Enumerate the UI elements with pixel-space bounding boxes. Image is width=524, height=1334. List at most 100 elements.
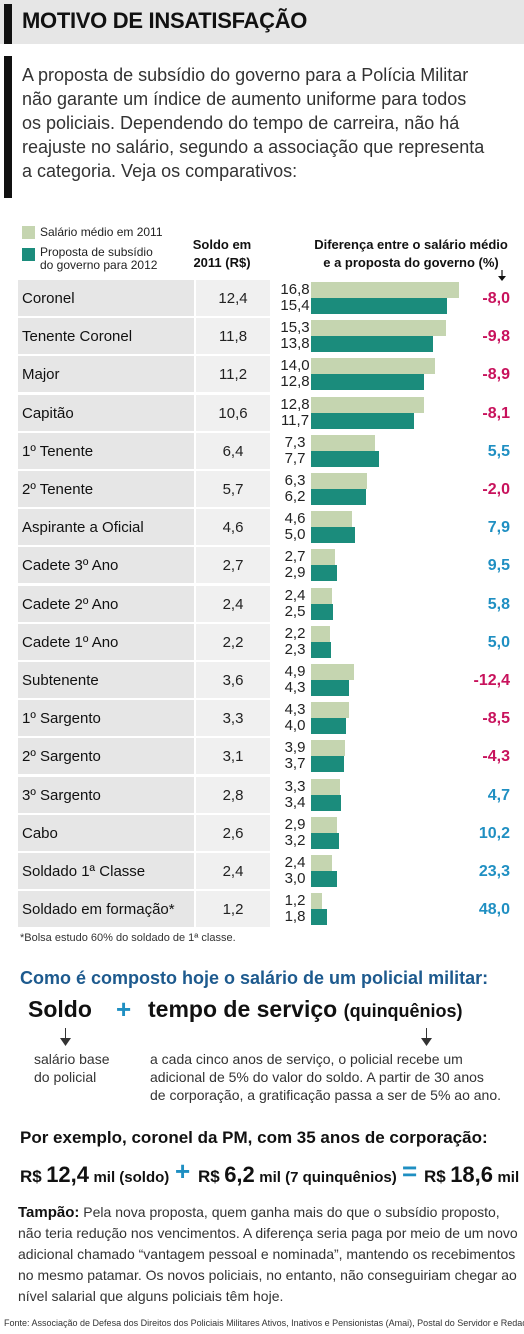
legend-swatch-2012	[22, 248, 35, 261]
row-proposal-2012-label: 7,7	[284, 449, 306, 467]
column-header-difference: Diferença entre o salário médio e a prop…	[300, 236, 522, 272]
soldo-value: 12,4	[46, 1162, 90, 1187]
row-label-background	[18, 738, 194, 775]
bar-salary-2011	[311, 740, 346, 757]
row-soldo-value: 12,4	[218, 290, 248, 307]
row-soldo-background	[196, 662, 270, 698]
row-label: Cadete 1º Ano	[22, 633, 119, 651]
example-quinquenios: R$ 6,2 mil (7 quinquênios)	[198, 1162, 397, 1188]
tempo-term: tempo de serviço (quinquênios)	[148, 996, 463, 1023]
row-soldo-value: 2,8	[222, 786, 244, 804]
plus-icon: +	[116, 994, 132, 1024]
soldo-description-line2: do policial	[34, 1069, 97, 1085]
legend-label-2011: Salário médio em 2011	[40, 225, 163, 239]
tempo-description-line3: de corporação, a gratificação passa a se…	[150, 1087, 501, 1103]
tempo-description-line2: adicional de 5% do valor do soldo. A par…	[150, 1069, 484, 1085]
row-soldo-value: 2,4	[222, 595, 244, 613]
row-soldo-background	[196, 738, 270, 775]
row-label-background	[18, 356, 194, 393]
bar-proposal-2012	[311, 603, 334, 620]
row-difference: -8,9	[482, 366, 510, 384]
bar-proposal-2012	[311, 641, 332, 658]
row-difference: -8,0	[482, 290, 510, 307]
intro-accent-bar	[4, 56, 12, 198]
table-row: Aspirante a Oficial 4,6 4,6 5,0 7,9	[18, 509, 518, 546]
row-label: 1º Tenente	[22, 442, 94, 460]
row-soldo-background	[196, 318, 270, 355]
row-salary-2011-label: 2,4	[284, 586, 306, 604]
row-soldo-value: 3,3	[222, 710, 244, 728]
soldo-unit: mil (soldo)	[93, 1169, 170, 1186]
equals-icon: =	[402, 1156, 418, 1186]
bar-salary-2011	[311, 855, 333, 871]
bar-salary-2011	[311, 396, 424, 413]
row-label-background	[18, 891, 194, 928]
row-difference: -4,3	[482, 748, 510, 766]
row-label: Major	[22, 366, 60, 384]
row-soldo-background	[196, 776, 270, 813]
column-header-difference-line2: e a proposta do governo (%)	[323, 255, 499, 270]
bar-proposal-2012	[311, 680, 349, 696]
bar-salary-2011	[311, 320, 446, 337]
row-salary-2011-label: 16,8	[280, 281, 310, 298]
total-value: 18,6	[450, 1162, 494, 1187]
tempo-pointer	[426, 1028, 427, 1042]
tampao-text: Pela nova proposta, quem ganha mais do q…	[18, 1204, 518, 1304]
row-label-background	[18, 432, 194, 469]
tempo-description: a cada cinco anos de serviço, o policial…	[150, 1050, 501, 1104]
row-soldo-background	[196, 471, 270, 507]
row-label-background	[18, 853, 194, 889]
table-row: 1º Sargento 3,3 4,3 4,0 -8,5	[18, 700, 518, 737]
bar-proposal-2012	[311, 756, 344, 773]
row-soldo-value: 1,2	[222, 901, 244, 919]
soldo-description-line1: salário base	[34, 1051, 110, 1067]
quinquenios-value: 6,2	[224, 1162, 255, 1187]
currency-label: R$	[20, 1167, 42, 1186]
column-header-soldo-line2: 2011 (R$)	[193, 255, 251, 270]
bar-salary-2011	[311, 893, 322, 910]
tampao-paragraph: Tampão: Pela nova proposta, quem ganha m…	[18, 1202, 518, 1307]
table-row: Cadete 2º Ano 2,4 2,4 2,5 5,8	[18, 585, 518, 622]
currency-label: R$	[424, 1167, 446, 1186]
tempo-term-main: tempo de serviço	[148, 996, 338, 1022]
tempo-arrow-icon	[421, 1038, 432, 1046]
row-soldo-value: 3,6	[222, 672, 244, 689]
tempo-term-paren: (quinquênios)	[343, 1001, 463, 1021]
bar-salary-2011	[311, 511, 352, 528]
intro-line: os policiais. Dependendo do tempo de car…	[22, 113, 460, 133]
example-soldo: R$ 12,4 mil (soldo)	[20, 1162, 169, 1188]
row-soldo-background	[196, 280, 270, 316]
table-row: Coronel 12,4 16,8 15,4 -8,0	[18, 280, 518, 316]
bar-proposal-2012	[311, 718, 347, 735]
column-header-difference-line1: Diferença entre o salário médio	[314, 237, 508, 252]
row-difference: 23,3	[478, 863, 510, 880]
bar-salary-2011	[311, 664, 355, 680]
row-proposal-2012-label: 2,5	[284, 602, 306, 620]
row-proposal-2012-label: 11,7	[280, 411, 310, 429]
row-proposal-2012-label: 2,3	[284, 640, 306, 658]
row-difference: -9,8	[482, 328, 510, 346]
table-row: Cadete 1º Ano 2,2 2,2 2,3 5,0	[18, 623, 518, 660]
legend-label-2012-line2: do governo para 2012	[40, 258, 158, 272]
bar-proposal-2012	[311, 412, 415, 429]
row-salary-2011-label: 2,9	[284, 815, 306, 833]
tampao-label: Tampão:	[18, 1204, 80, 1221]
bar-salary-2011	[311, 625, 331, 642]
example-title: Por exemplo, coronel da PM, com 35 anos …	[20, 1128, 488, 1147]
bar-salary-2011	[311, 587, 333, 604]
row-salary-2011-label: 2,7	[284, 548, 306, 566]
total-unit: mil	[497, 1169, 520, 1186]
header-accent-bar	[4, 4, 12, 44]
row-soldo-background	[196, 509, 270, 546]
legend-label-2012-line1: Proposta de subsídio	[40, 245, 153, 259]
row-difference: -2,0	[482, 481, 510, 498]
row-label-background	[18, 585, 194, 622]
soldo-pointer	[65, 1028, 66, 1042]
page-title: MOTIVO DE INSATISFAÇÃO	[22, 8, 308, 33]
bar-proposal-2012	[311, 909, 327, 926]
row-label-background	[18, 394, 194, 431]
row-label: Cabo	[22, 824, 58, 842]
table-row: Soldado 1ª Classe 2,4 2,4 3,0 23,3	[18, 853, 518, 889]
row-salary-2011-label: 14,0	[280, 357, 310, 375]
row-difference: 7,9	[487, 519, 510, 537]
